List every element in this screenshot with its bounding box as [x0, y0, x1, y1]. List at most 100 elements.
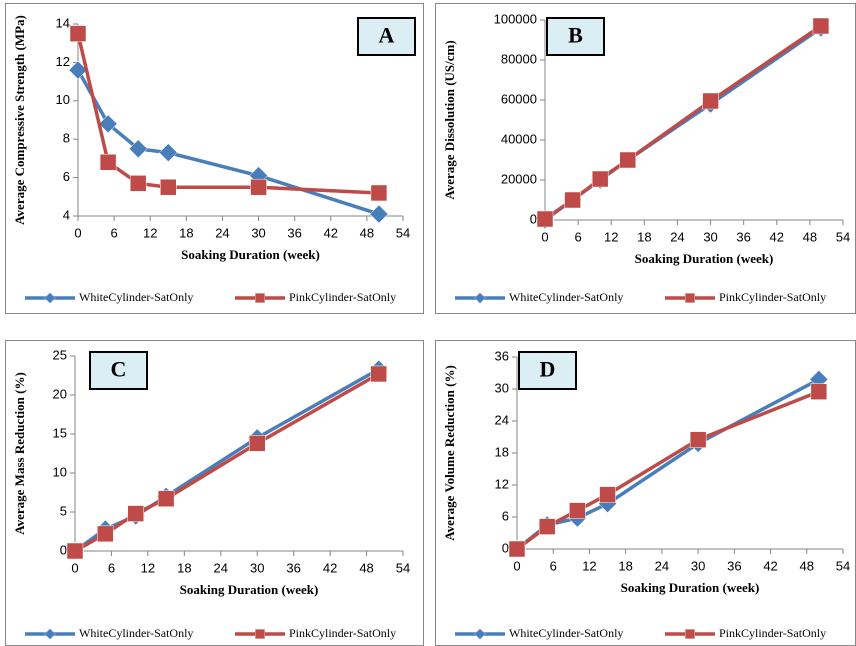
- legend-label: PinkCylinder-SatOnly: [289, 626, 396, 640]
- y-tick-label: 30: [495, 380, 509, 395]
- legend-label: WhiteCylinder-SatOnly: [509, 626, 623, 640]
- data-point: [591, 170, 609, 188]
- x-tick-label: 0: [541, 229, 548, 244]
- y-tick-label: 0: [530, 211, 537, 226]
- y-tick-label: 60000: [501, 91, 537, 106]
- x-axis-title: Soaking Duration (week): [180, 582, 319, 597]
- legend-label: PinkCylinder-SatOnly: [719, 626, 826, 640]
- data-point: [157, 490, 175, 507]
- legend-marker: [44, 628, 56, 640]
- series-line: [76, 69, 380, 216]
- x-tick-label: 6: [574, 229, 581, 244]
- panel-label: A: [379, 23, 395, 48]
- y-tick-label: 12: [495, 476, 509, 491]
- x-tick-label: 48: [800, 558, 814, 573]
- panel-label-box: [518, 351, 577, 390]
- y-axis-title: Average Dissolution (US/cm): [442, 40, 457, 199]
- panel-label-box: [357, 17, 416, 56]
- x-tick-label: 12: [143, 225, 157, 240]
- data-point: [508, 540, 526, 558]
- panel: [5, 3, 424, 314]
- x-tick-label: 0: [513, 558, 520, 573]
- y-tick-label: 10: [53, 464, 67, 479]
- x-tick-label: 36: [286, 560, 300, 575]
- x-tick-label: 18: [637, 229, 651, 244]
- legend-label: PinkCylinder-SatOnly: [719, 290, 826, 304]
- data-point: [128, 139, 148, 159]
- legend-marker: [474, 628, 486, 640]
- y-tick-label: 5: [60, 503, 67, 518]
- legend-marker: [474, 292, 486, 304]
- x-axis-title: Soaking Duration (week): [621, 580, 760, 595]
- y-tick-label: 6: [63, 169, 70, 184]
- x-tick-label: 6: [108, 560, 115, 575]
- legend-label: WhiteCylinder-SatOnly: [79, 290, 193, 304]
- panel-label-box: [89, 351, 148, 390]
- y-tick-label: 18: [495, 444, 509, 459]
- data-point: [160, 178, 177, 196]
- legend-label: WhiteCylinder-SatOnly: [509, 290, 623, 304]
- x-tick-label: 30: [251, 225, 265, 240]
- y-tick-label: 15: [53, 425, 67, 440]
- legend-label: PinkCylinder-SatOnly: [289, 290, 396, 304]
- x-tick-label: 0: [71, 560, 78, 575]
- data-point: [370, 184, 388, 202]
- legend-marker: [685, 629, 695, 639]
- data-point: [689, 431, 707, 448]
- y-tick-label: 8: [63, 131, 70, 146]
- x-tick-label: 54: [396, 560, 410, 575]
- y-tick-label: 0: [60, 542, 67, 557]
- y-tick-label: 80000: [501, 51, 537, 66]
- y-tick-label: 10: [56, 92, 70, 107]
- series-line: [76, 33, 380, 195]
- y-tick-label: 20000: [501, 171, 537, 186]
- x-tick-label: 42: [324, 225, 338, 240]
- data-point: [158, 143, 178, 162]
- data-point: [97, 525, 114, 543]
- x-tick-label: 54: [836, 229, 850, 244]
- x-tick-label: 54: [396, 225, 410, 240]
- y-axis-title: Average Mass Reduction (%): [12, 372, 27, 535]
- y-tick-label: 12: [56, 54, 70, 69]
- panel: [435, 3, 856, 314]
- panel-label: B: [568, 23, 583, 48]
- x-axis-title: Soaking Duration (week): [181, 247, 320, 262]
- data-point: [702, 92, 719, 110]
- data-point: [370, 365, 387, 383]
- legend-label: WhiteCylinder-SatOnly: [79, 626, 193, 640]
- y-tick-label: 0: [502, 540, 509, 555]
- x-tick-label: 12: [141, 560, 155, 575]
- x-tick-label: 12: [582, 558, 596, 573]
- y-tick-label: 36: [495, 348, 509, 363]
- y-tick-label: 40000: [501, 131, 537, 146]
- y-axis-title: Average Compressive Strength (MPa): [12, 15, 27, 225]
- legend-marker: [44, 292, 56, 304]
- data-point: [619, 151, 637, 169]
- data-point: [569, 502, 586, 519]
- data-point: [536, 210, 554, 228]
- x-tick-label: 54: [836, 558, 850, 573]
- x-tick-label: 18: [177, 560, 191, 575]
- y-tick-label: 25: [53, 347, 67, 362]
- data-point: [69, 25, 87, 42]
- y-tick-label: 4: [63, 207, 70, 222]
- x-tick-label: 42: [763, 558, 777, 573]
- x-tick-label: 36: [736, 229, 750, 244]
- data-point: [66, 542, 84, 560]
- y-axis-title: Average Volume Reduction (%): [442, 365, 457, 541]
- legend-marker: [255, 629, 265, 639]
- data-point: [538, 518, 556, 535]
- data-point: [127, 505, 144, 522]
- data-point: [99, 153, 117, 171]
- x-tick-label: 12: [604, 229, 618, 244]
- x-tick-label: 48: [359, 560, 373, 575]
- data-point: [250, 178, 267, 196]
- x-tick-label: 42: [770, 229, 784, 244]
- data-point: [564, 191, 581, 209]
- panel: [435, 340, 856, 646]
- x-axis-title: Soaking Duration (week): [635, 251, 774, 266]
- panel-label: D: [540, 357, 556, 382]
- x-tick-label: 30: [691, 558, 705, 573]
- panel: [5, 340, 424, 646]
